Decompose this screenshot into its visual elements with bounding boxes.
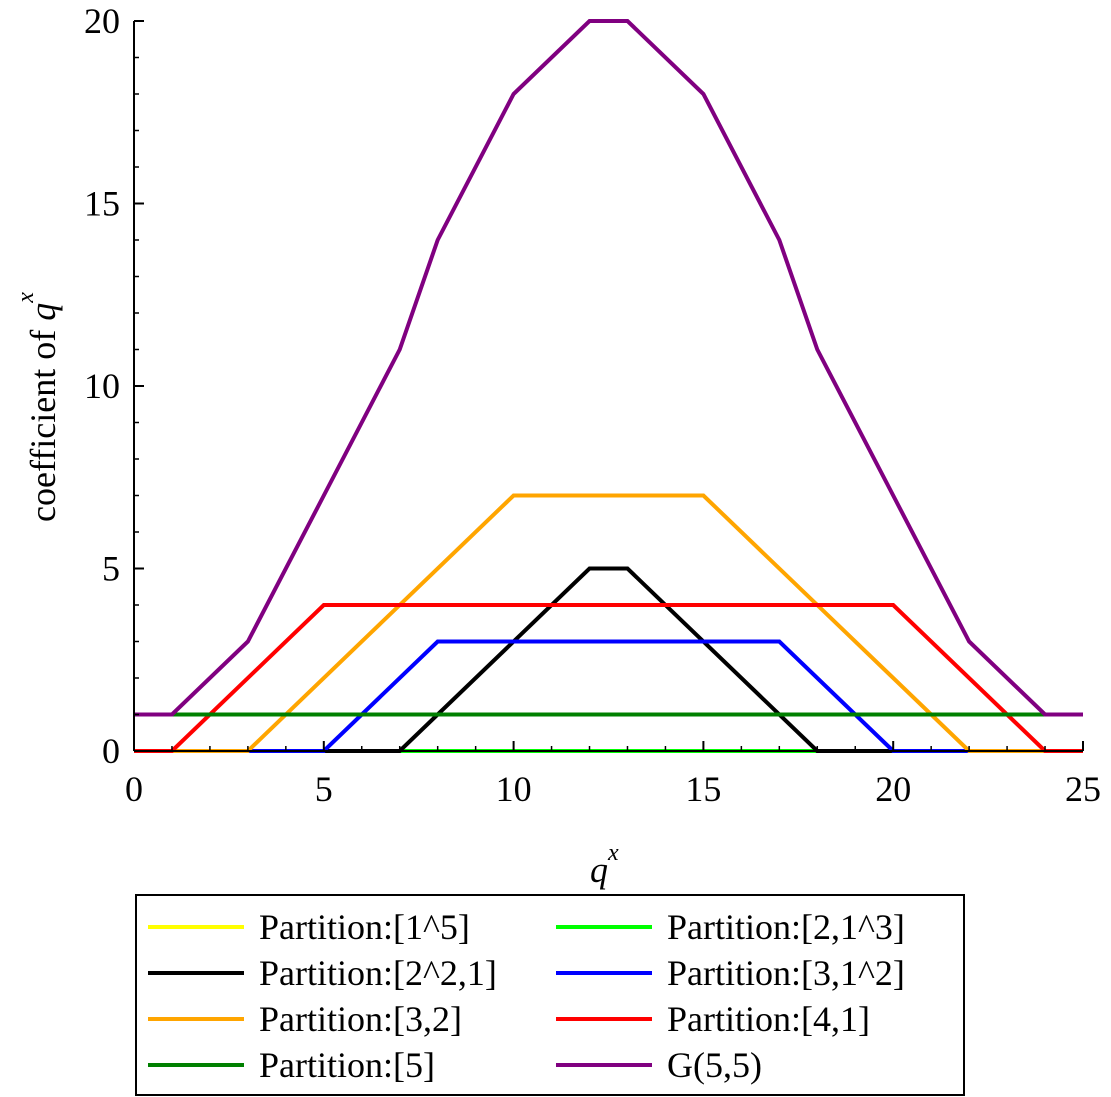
- y-axis-title-text: coefficient of: [23, 321, 63, 522]
- x-tick-label: 25: [1065, 769, 1101, 809]
- series-line-5: [134, 603, 1083, 753]
- y-axis-title-base: q: [23, 303, 63, 321]
- x-tick-label: 5: [315, 769, 333, 809]
- legend-box: [135, 894, 965, 1096]
- x-tick-label: 10: [496, 769, 532, 809]
- y-tick-label: 15: [84, 184, 120, 224]
- legend: Partition:[1^5] Partition:[2,1^3] Partitio…: [135, 894, 965, 1096]
- x-tick-label: 0: [125, 769, 143, 809]
- x-axis-title: qx: [590, 840, 619, 890]
- plot-area: [134, 19, 1083, 753]
- legend-label-5: Partition:[4,1]: [667, 999, 870, 1039]
- x-axis-title-sup: x: [607, 840, 619, 866]
- legend-label-3: Partition:[3,1^2]: [667, 953, 905, 993]
- y-axis-title-sup: x: [13, 292, 39, 304]
- legend-label-4: Partition:[3,2]: [259, 999, 462, 1039]
- y-tick-label: 10: [84, 366, 120, 406]
- y-tick-label: 5: [102, 549, 120, 589]
- legend-label-1: Partition:[2,1^3]: [667, 907, 905, 947]
- tick-labels: 0 5 10 15 20 25 0 5 10 15 20: [84, 1, 1101, 809]
- legend-label-7: G(5,5): [667, 1045, 762, 1085]
- series-line-7: [134, 19, 1083, 717]
- series-line-3: [134, 639, 1083, 753]
- x-axis-title-base: q: [590, 850, 608, 890]
- x-tick-label: 15: [685, 769, 721, 809]
- legend-label-0: Partition:[1^5]: [259, 907, 470, 947]
- y-tick-label: 0: [102, 731, 120, 771]
- y-axis-title: coefficient of qx: [13, 292, 63, 522]
- x-tick-label: 20: [875, 769, 911, 809]
- axes: [133, 20, 1084, 752]
- legend-label-2: Partition:[2^2,1]: [259, 953, 497, 993]
- legend-label-6: Partition:[5]: [259, 1045, 435, 1085]
- y-tick-label: 20: [84, 1, 120, 41]
